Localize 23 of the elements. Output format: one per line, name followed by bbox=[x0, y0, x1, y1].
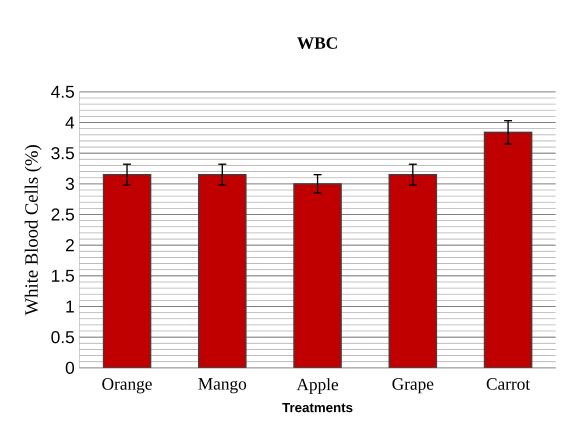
x-tick-label: Carrot bbox=[486, 378, 530, 390]
bar bbox=[388, 174, 438, 368]
x-tick-label: Mango bbox=[198, 378, 246, 394]
y-tick-label: 1 bbox=[66, 300, 74, 312]
y-axis-title: White Blood Cells (%) bbox=[24, 145, 42, 316]
x-tick-label: Grape bbox=[392, 378, 434, 394]
bar bbox=[484, 132, 532, 368]
y-tick-label: 3 bbox=[66, 178, 74, 190]
bar bbox=[198, 174, 247, 368]
x-axis-title: Treatments bbox=[282, 402, 352, 412]
y-tick-label: 1.5 bbox=[52, 270, 74, 282]
y-tick-label: 0.5 bbox=[51, 330, 74, 344]
y-tick-label: 2.5 bbox=[52, 208, 74, 221]
y-tick-label: 4.5 bbox=[51, 86, 74, 98]
y-tick-label: 0 bbox=[66, 362, 74, 374]
y-tick-label: 4 bbox=[65, 116, 74, 128]
bar bbox=[102, 174, 152, 368]
y-tick-label: 2 bbox=[66, 239, 74, 252]
x-tick-label: Orange bbox=[102, 378, 152, 394]
chart-title: WBC bbox=[297, 37, 337, 49]
x-tick-label: Apple bbox=[296, 378, 338, 394]
y-tick-label: 3.5 bbox=[51, 147, 74, 160]
bar bbox=[293, 183, 342, 368]
